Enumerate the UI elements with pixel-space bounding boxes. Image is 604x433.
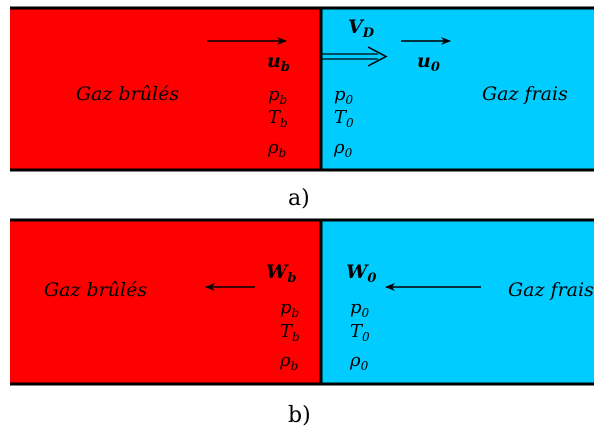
caption-a: a) [288, 186, 310, 211]
fresh-gas-region-a [321, 8, 594, 170]
caption-b: b) [288, 403, 311, 428]
fresh-gas-label-a: Gaz frais [482, 83, 568, 105]
fresh-velocity-label-a: u0 [417, 50, 440, 75]
fresh-density-b: ρ0 [349, 350, 369, 373]
burnt-velocity-label-b: Wb [266, 261, 296, 286]
burnt-pressure-a: pb [268, 84, 287, 107]
burnt-velocity-label-a: ub [267, 50, 290, 75]
burnt-density-b: ρb [279, 350, 298, 373]
burnt-gas-region-b [10, 220, 321, 384]
burnt-temperature-b: Tb [280, 321, 300, 344]
fresh-pressure-b: p0 [350, 297, 370, 320]
fresh-temperature-b: T0 [350, 321, 370, 344]
fresh-density-a: ρ0 [333, 137, 353, 160]
flame-velocity-arrow-a [322, 46, 388, 67]
fresh-velocity-label-b: W0 [346, 261, 376, 286]
fresh-pressure-a: p0 [334, 84, 354, 107]
burnt-temperature-a: Tb [268, 107, 288, 130]
fresh-gas-region-b [321, 220, 594, 384]
burnt-density-a: ρb [267, 137, 286, 160]
flame-velocity-label-a: VD [348, 16, 375, 41]
panel-a: Gaz brûlés Gaz frais ub VD u0 pb Tb ρb p… [10, 6, 594, 211]
fresh-gas-label-b: Gaz frais [508, 279, 594, 301]
burnt-gas-region-a [10, 8, 321, 170]
burnt-gas-label-a: Gaz brûlés [76, 83, 179, 105]
fresh-temperature-a: T0 [334, 107, 354, 130]
burnt-gas-label-b: Gaz brûlés [44, 279, 147, 301]
burnt-pressure-b: pb [280, 297, 299, 320]
panel-b: Gaz brûlés Gaz frais Wb W0 pb Tb ρb p0 T… [10, 218, 594, 428]
